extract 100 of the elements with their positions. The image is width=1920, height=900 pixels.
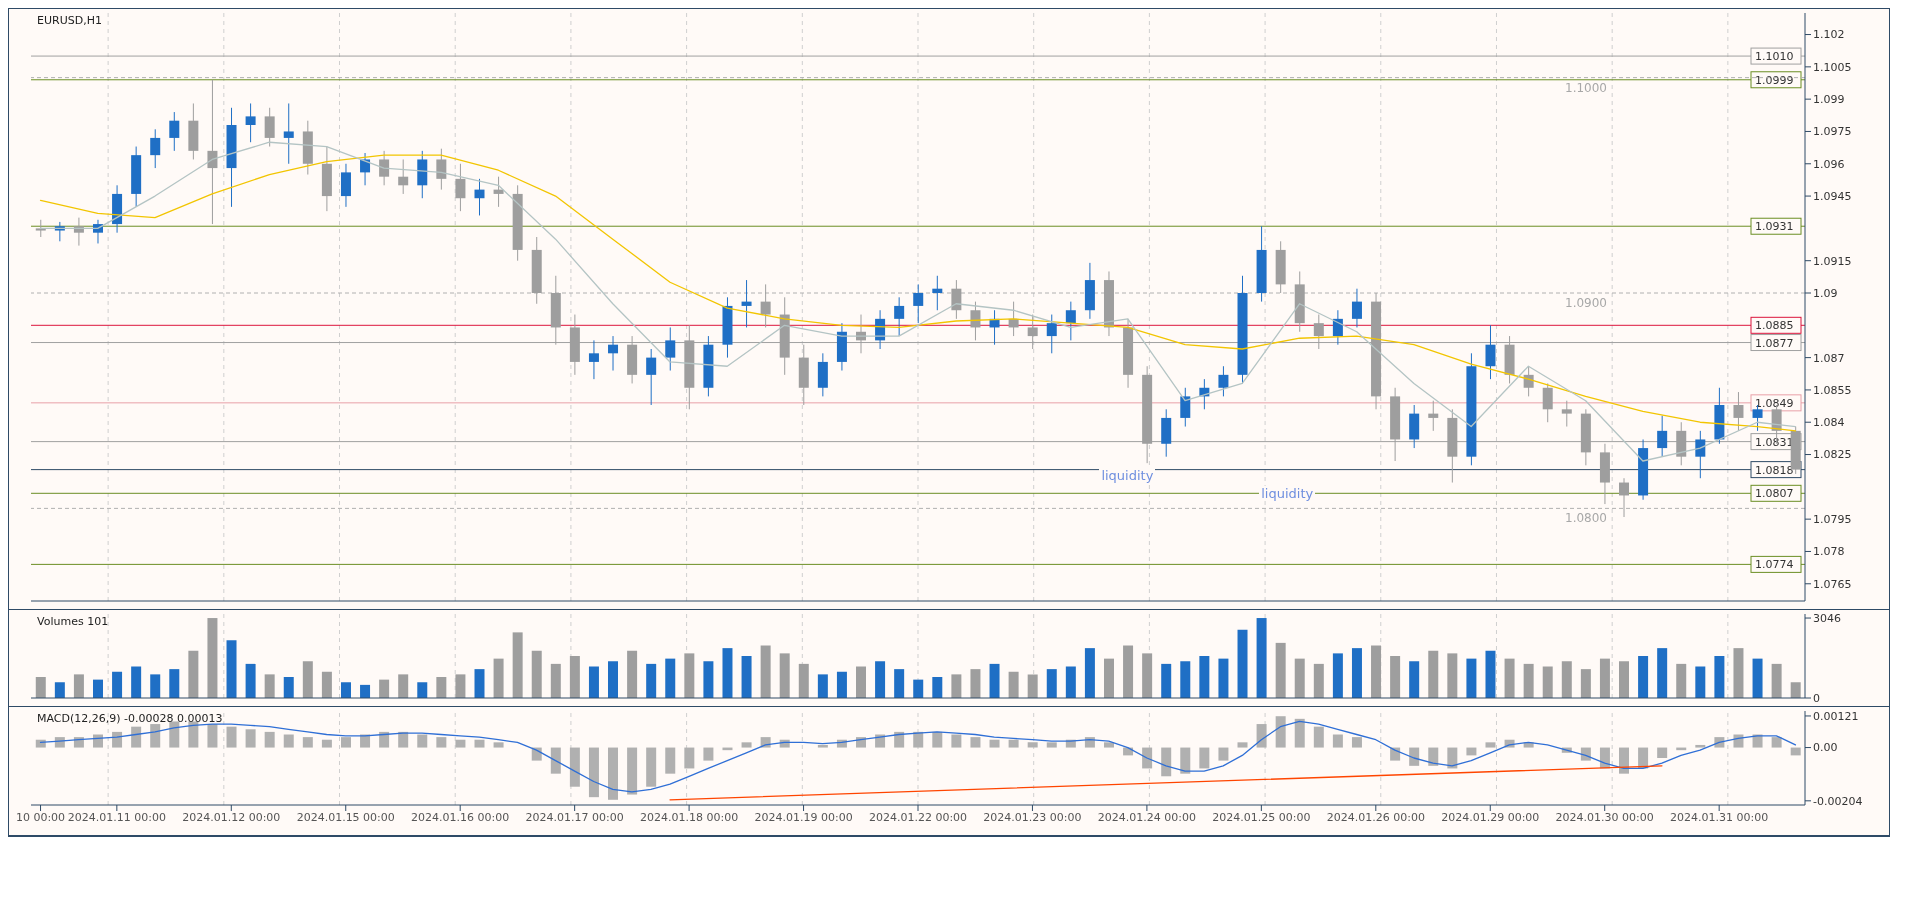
bar — [1046, 669, 1057, 698]
bar — [1447, 747, 1458, 769]
bar — [1046, 742, 1057, 748]
bar — [493, 742, 504, 748]
y-tick-label: 1.0915 — [1813, 254, 1852, 268]
bar — [1332, 653, 1343, 698]
annotation: liquidity — [1259, 486, 1316, 501]
bar — [1752, 734, 1763, 748]
bar — [1485, 742, 1496, 748]
bar — [1027, 742, 1038, 748]
bar — [245, 663, 256, 698]
annotation: liquidity — [1099, 468, 1156, 483]
y-tick-label: 1.084 — [1813, 416, 1845, 430]
bar — [1180, 747, 1191, 774]
bar — [1733, 648, 1744, 698]
x-tick-label: 2024.01.30 00:00 — [1555, 810, 1654, 824]
bar — [436, 677, 447, 698]
candlestick — [1733, 391, 1744, 432]
bar — [760, 645, 771, 698]
bar — [741, 742, 752, 748]
ref-line-label: 1.0931 — [1755, 220, 1794, 234]
candlestick — [398, 158, 409, 195]
candlestick — [1046, 314, 1057, 354]
x-tick-label: 2024.01.11 00:00 — [67, 810, 166, 824]
bar — [1275, 642, 1286, 698]
bar — [1790, 682, 1801, 698]
ref-line-label: 1.0774 — [1755, 558, 1794, 572]
bar — [226, 640, 237, 698]
x-tick-label: 2024.01.25 00:00 — [1212, 810, 1311, 824]
bar — [989, 663, 1000, 698]
candlestick — [436, 148, 447, 191]
bar — [1218, 747, 1229, 761]
bar — [1313, 663, 1324, 698]
bar — [932, 731, 943, 748]
bar — [722, 648, 733, 698]
bar — [608, 661, 619, 698]
bar — [932, 677, 943, 698]
candlestick — [1561, 400, 1572, 428]
candlestick — [646, 348, 657, 406]
candlestick — [1657, 415, 1668, 458]
x-tick-label: 2024.01.17 00:00 — [525, 810, 624, 824]
bar — [1294, 658, 1305, 698]
bar — [379, 679, 390, 698]
bar — [1657, 747, 1668, 758]
bar — [569, 747, 580, 787]
bar — [989, 739, 1000, 748]
x-tick-label: 10 00:00 — [15, 810, 66, 824]
y-tick-label: 1.1005 — [1813, 60, 1852, 74]
ref-line-label: 1.0807 — [1755, 487, 1794, 501]
y-tick-label: 1.0825 — [1813, 448, 1852, 462]
y-tick-label: 1.087 — [1813, 351, 1845, 365]
y-tick-label: 0.00121 — [1813, 709, 1859, 723]
bar — [474, 669, 485, 698]
bar — [894, 731, 905, 748]
candlestick — [894, 296, 905, 337]
bar — [169, 721, 180, 748]
bar — [1390, 656, 1401, 698]
bar — [1065, 666, 1076, 698]
x-tick-label: 2024.01.31 00:00 — [1670, 810, 1769, 824]
ref-line-label: 1.1010 — [1755, 50, 1794, 64]
bar — [226, 726, 237, 748]
bar — [741, 656, 752, 698]
y-tick-label: 1.0975 — [1813, 125, 1852, 139]
ref-line-label: 1.0800 — [1565, 511, 1607, 526]
candlestick — [474, 178, 485, 216]
bar — [1619, 747, 1630, 774]
candlestick — [1485, 324, 1496, 380]
bar — [588, 747, 599, 798]
bar — [836, 671, 847, 698]
bar — [1695, 744, 1706, 748]
bar — [1180, 661, 1191, 698]
candlestick — [1523, 365, 1534, 397]
bar — [1237, 742, 1248, 748]
x-tick-label: 2024.01.23 00:00 — [983, 810, 1082, 824]
bar — [379, 731, 390, 748]
candlestick — [1332, 309, 1343, 346]
y-tick-label: 1.0855 — [1813, 383, 1852, 397]
bar — [264, 731, 275, 748]
bar — [970, 669, 981, 698]
bar — [1676, 663, 1687, 698]
bar — [1466, 658, 1477, 698]
candlestick — [588, 339, 599, 380]
bar — [398, 731, 409, 748]
bar — [398, 674, 409, 698]
candlestick — [1695, 430, 1706, 479]
bar — [1103, 742, 1114, 748]
bar — [1599, 658, 1610, 698]
bar — [417, 682, 428, 698]
bar — [1714, 656, 1725, 698]
x-tick-label: 2024.01.15 00:00 — [296, 810, 395, 824]
chart-title: Volumes 101 — [37, 615, 109, 628]
bar — [1123, 645, 1134, 698]
bar — [245, 729, 256, 748]
ref-line-label: 1.0900 — [1565, 296, 1607, 310]
bar — [1428, 650, 1439, 698]
bar — [703, 747, 714, 761]
bar — [1313, 726, 1324, 748]
bar — [627, 747, 638, 795]
bar — [1161, 747, 1172, 777]
bar — [1351, 648, 1362, 698]
